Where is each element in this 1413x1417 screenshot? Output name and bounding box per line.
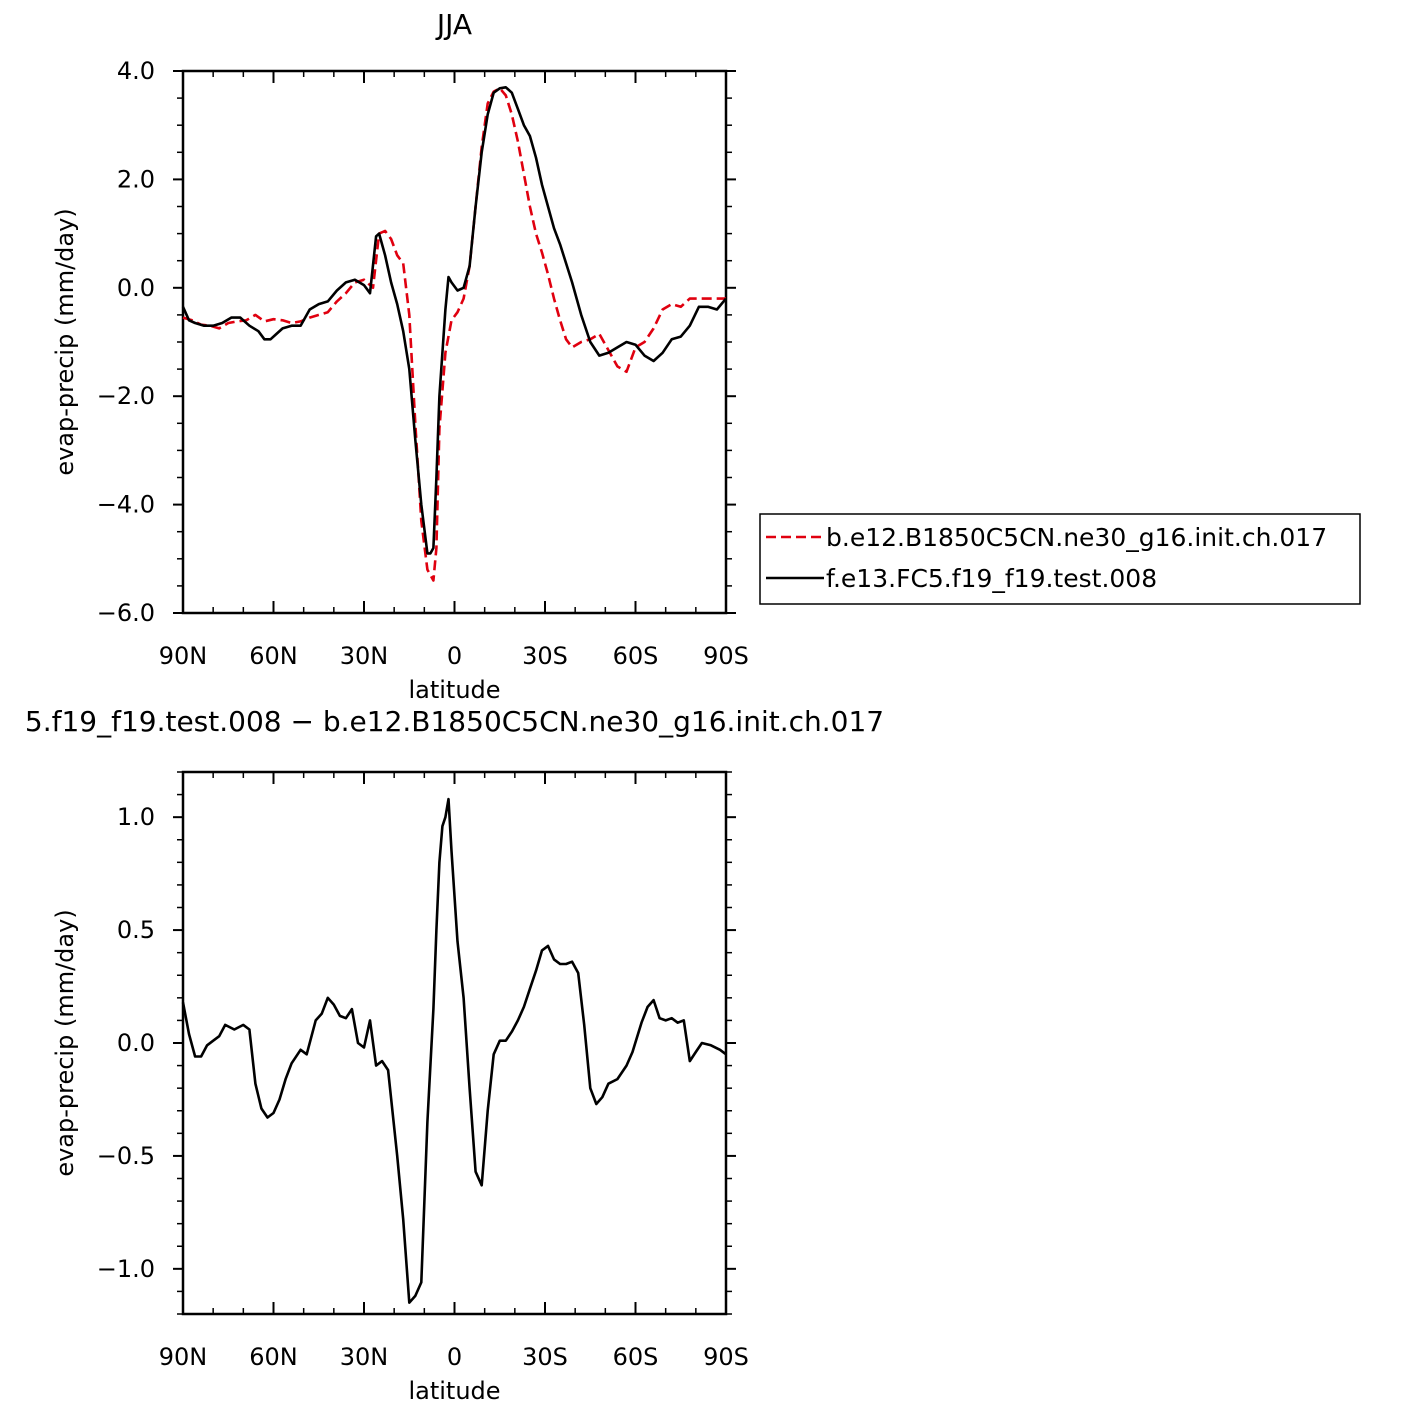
chart-1: JJA 90N 60N 30N 0 30S 60S 90S −6.0 −4.0 −2.0 0.0 2.0… xyxy=(51,8,1361,704)
y-axis-label: evap-precip (mm/day) xyxy=(51,909,79,1176)
y-tick-label: 0.0 xyxy=(117,1029,155,1057)
series-line-1 xyxy=(181,797,727,1304)
chart-title: 5.f19_f19.test.008 − b.e12.B1850C5CN.ne3… xyxy=(25,705,884,738)
y-tick-label: −4.0 xyxy=(97,491,155,519)
chart-2: 5.f19_f19.test.008 − b.e12.B1850C5CN.ne3… xyxy=(25,705,884,1405)
x-tick-label: 60S xyxy=(613,642,659,670)
legend-label-1: b.e12.B1850C5CN.ne30_g16.init.ch.017 xyxy=(826,523,1327,552)
series-line-2 xyxy=(181,86,727,555)
x-tick-label: 0 xyxy=(447,642,462,670)
legend-box xyxy=(759,513,1361,605)
y-tick-label: 1.0 xyxy=(117,803,155,831)
x-tick-label: 90N xyxy=(159,642,208,670)
series-line-1 xyxy=(182,87,726,582)
y-tick-label: 2.0 xyxy=(117,165,155,193)
y-tick-label: −2.0 xyxy=(97,382,155,410)
y-tick-label: 0.0 xyxy=(117,274,155,302)
x-tick-label: 60N xyxy=(249,1343,298,1371)
x-tick-label: 60N xyxy=(249,642,298,670)
legend-label-2: f.e13.FC5.f19_f19.test.008 xyxy=(826,564,1157,593)
x-tick-label: 90S xyxy=(703,1343,749,1371)
chart-title: JJA xyxy=(435,8,472,41)
x-tick-label: 30N xyxy=(340,1343,389,1371)
x-axis-label: latitude xyxy=(408,1377,500,1405)
y-axis-label: evap-precip (mm/day) xyxy=(51,208,79,475)
legend: b.e12.B1850C5CN.ne30_g16.init.ch.017 f.e1… xyxy=(759,513,1361,605)
y-tick-label: 4.0 xyxy=(117,57,155,85)
x-axis-label: latitude xyxy=(408,676,500,704)
plot-frame xyxy=(181,770,728,1316)
x-tick-label: 30N xyxy=(340,642,389,670)
x-tick-label: 90N xyxy=(159,1343,208,1371)
x-tick-label: 30S xyxy=(522,642,568,670)
x-tick-label: 0 xyxy=(447,1343,462,1371)
y-tick-label: −1.0 xyxy=(97,1255,155,1283)
y-tick-label: −0.5 xyxy=(97,1142,155,1170)
y-tick-label: −6.0 xyxy=(97,599,155,627)
x-tick-label: 60S xyxy=(613,1343,659,1371)
x-tick-label: 90S xyxy=(703,642,749,670)
y-tick-label: 0.5 xyxy=(117,916,155,944)
x-tick-label: 30S xyxy=(522,1343,568,1371)
